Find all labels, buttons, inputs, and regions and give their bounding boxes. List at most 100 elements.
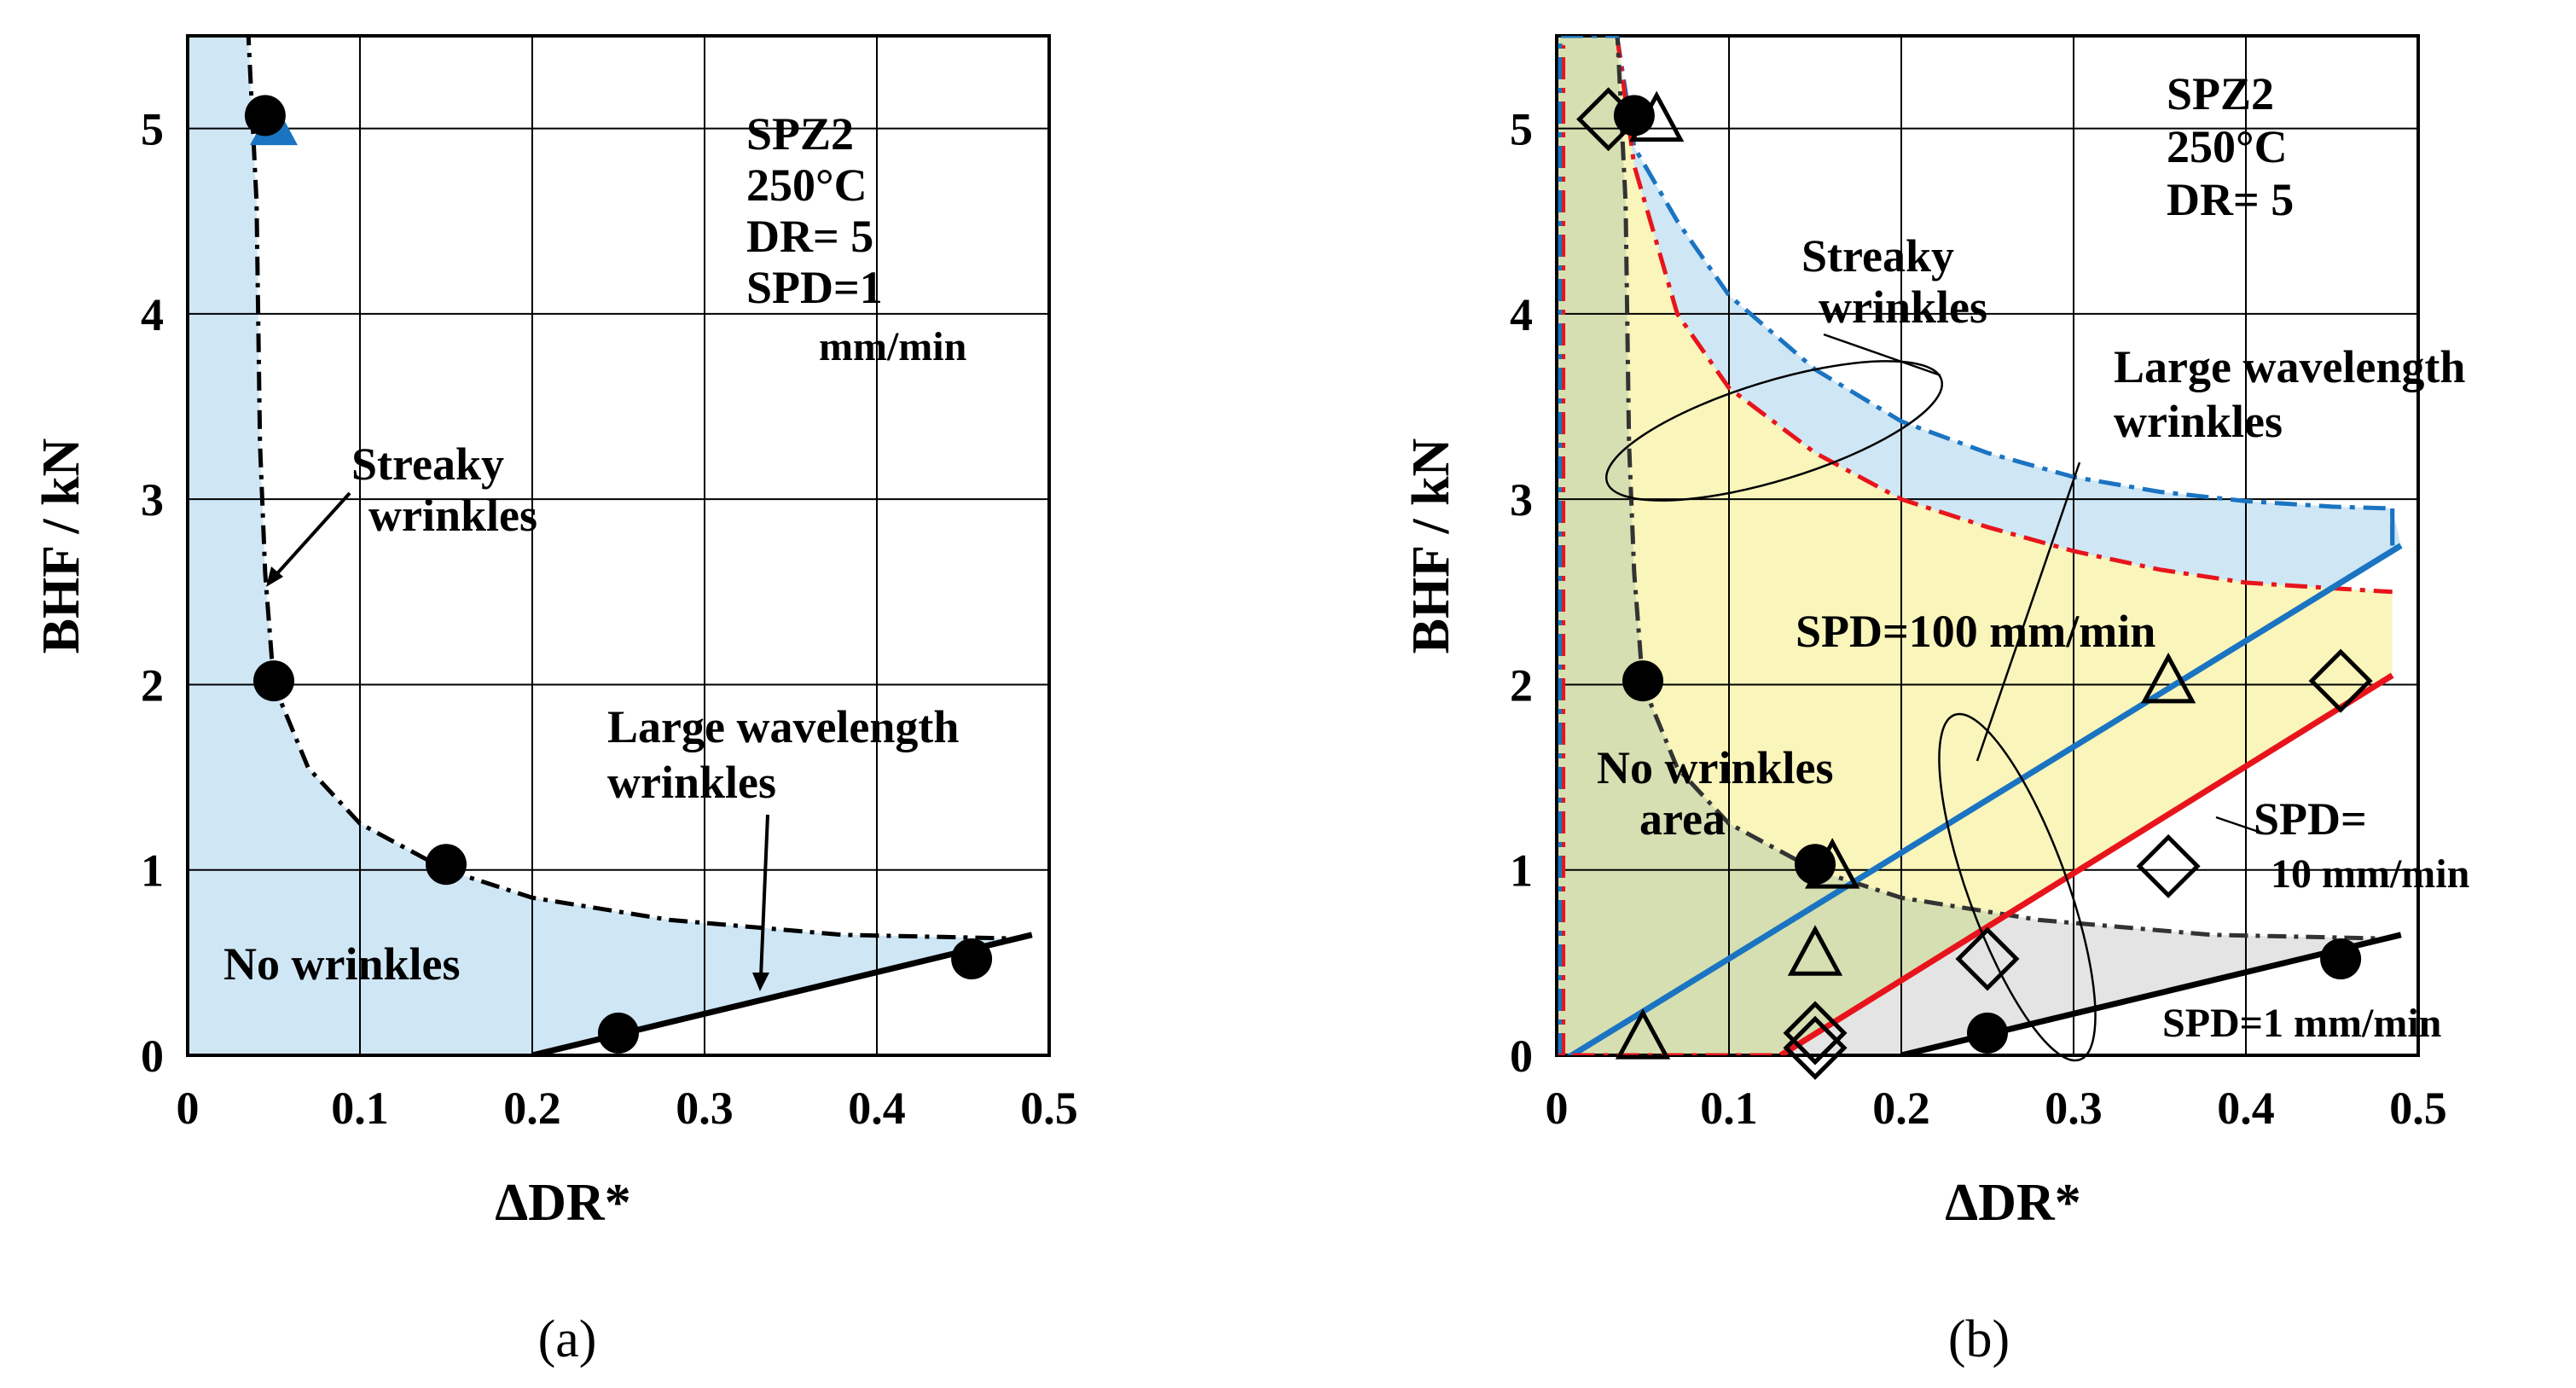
panel-b-info-line-3: DR= 5 <box>2167 174 2294 225</box>
panel-b-xlabel: ΔDR* <box>1945 1174 2080 1232</box>
panel-b-streaky-label-2: wrinkles <box>1819 282 1987 333</box>
panel-a-large-arrow <box>759 814 769 978</box>
x-tick-label: 0.1 <box>331 1083 389 1134</box>
panel-a-regions <box>188 36 1032 1055</box>
panel-a-streaky-arrow <box>270 491 351 582</box>
data-point-diamond <box>1783 1001 1848 1066</box>
panel-b-spd10-pointer <box>2215 816 2260 833</box>
data-point-circle <box>1613 95 1655 136</box>
y-tick-label: 2 <box>1510 659 1533 711</box>
panel-b-streaky-pointer <box>1823 333 1941 377</box>
data-point-circle <box>1795 844 1836 886</box>
x-tick-label: 0.2 <box>1872 1083 1930 1134</box>
y-tick-label: 0 <box>1510 1031 1533 1082</box>
panel-b-grid <box>1555 34 2420 1057</box>
data-point-triangle <box>1787 925 1843 976</box>
x-tick-label: 0 <box>1546 1083 1569 1134</box>
panel-a-large-label-2: wrinkles <box>607 757 776 808</box>
y-tick-label: 4 <box>141 289 164 340</box>
panel-a-streaky-label-1: Streaky <box>351 438 504 490</box>
y-tick-label: 3 <box>141 474 164 526</box>
x-tick-label: 0 <box>177 1083 200 1134</box>
panel-b-info-line-2: 250°C <box>2167 121 2288 172</box>
data-point-circle <box>598 1012 639 1054</box>
spd100-large-line <box>1566 543 2403 1055</box>
spd10-streaky-line <box>1615 36 2393 595</box>
panel-a-streaky-label-2: wrinkles <box>368 490 537 541</box>
panel-a-info-line-2: 250°C <box>746 160 867 211</box>
panel-b-ylabel: BHF / kN <box>1402 438 1460 654</box>
spd1-streaky-line <box>1615 36 2384 941</box>
panel-b-streaky-label-1: Streaky <box>1801 230 1954 282</box>
x-tick-label: 0.3 <box>2045 1083 2103 1134</box>
y-tick-label: 5 <box>1510 104 1533 155</box>
data-point-diamond <box>1783 1015 1848 1080</box>
data-point-circle <box>1622 660 1663 702</box>
y-tick-label: 4 <box>1510 289 1533 340</box>
data-point-diamond <box>2136 833 2201 898</box>
panel-b-spd10-label-1: SPD= <box>2254 793 2367 845</box>
data-point-circle <box>244 95 286 136</box>
data-point-diamond <box>2308 648 2373 713</box>
panel-b-streaky-ellipse <box>1604 360 1944 502</box>
data-point-circle <box>426 844 467 886</box>
data-point-triangle <box>2140 652 2196 704</box>
x-tick-label: 0.4 <box>848 1083 906 1134</box>
panel-b-ticks: 0 0.1 0.2 0.3 0.4 0.5 0 1 2 3 4 5 <box>1510 104 2447 1134</box>
y-tick-label: 5 <box>141 104 164 155</box>
panel-b-large-label-2: wrinkles <box>2114 396 2283 447</box>
panel-a-streaky-arrowhead <box>266 566 283 587</box>
panel-a-info-line-5: mm/min <box>819 324 966 369</box>
panel-a-large-label-1: Large wavelength <box>607 701 959 752</box>
y-tick-label: 1 <box>141 845 164 897</box>
panel-a: 0 0.1 0.2 0.3 0.4 0.5 0 1 2 3 4 5 ΔDR* BHF / kN SPZ… <box>32 34 1078 1368</box>
panel-b-spd100-label: SPD=100 mm/min <box>1796 606 2155 657</box>
spd100-streaky-line <box>1615 36 2395 546</box>
panel-b-info-line-1: SPZ2 <box>2167 68 2274 119</box>
y-tick-label: 3 <box>1510 474 1533 526</box>
panel-a-info-line-3: DR= 5 <box>746 211 873 262</box>
x-tick-label: 0.4 <box>2217 1083 2275 1134</box>
panel-a-markers <box>244 95 993 1054</box>
panel-b-large-label-1: Large wavelength <box>2114 341 2465 392</box>
panel-b-caption: (b) <box>1948 1310 2010 1368</box>
panel-a-ticks: 0 0.1 0.2 0.3 0.4 0.5 0 1 2 3 4 5 <box>141 104 1078 1134</box>
x-tick-label: 0.1 <box>1700 1083 1758 1134</box>
spd10-region <box>1557 36 2393 1055</box>
data-point-triangle <box>1615 1008 1671 1060</box>
panel-b-boundaries <box>1557 36 2403 1055</box>
panel-b-spd1-label: SPD=1 mm/min <box>2162 1001 2441 1046</box>
x-tick-label: 0.5 <box>2389 1083 2447 1134</box>
panel-a-no-wrinkles-label: No wrinkles <box>223 938 461 990</box>
panel-b-no-wrinkles-label-1: No wrinkles <box>1597 742 1834 793</box>
panel-a-large-arrowhead <box>752 973 769 991</box>
data-point-circle <box>1967 1012 2008 1054</box>
x-tick-label: 0.3 <box>676 1083 734 1134</box>
plot-frame <box>1555 34 2420 1057</box>
panel-b-large-pointer <box>1976 462 2081 762</box>
panel-a-grid <box>186 34 1051 1057</box>
x-tick-label: 0.5 <box>1020 1083 1078 1134</box>
panel-b-spd10-label-2: 10 mm/min <box>2271 851 2469 897</box>
panel-a-ylabel: BHF / kN <box>32 438 90 654</box>
panel-a-info-line-1: SPZ2 <box>746 108 854 160</box>
no-wrinkles-region <box>188 36 1032 1055</box>
x-tick-label: 0.2 <box>503 1083 561 1134</box>
y-tick-label: 0 <box>141 1031 164 1082</box>
plot-frame <box>186 34 1051 1057</box>
spd10-large-line <box>1778 672 2394 1055</box>
panel-b-markers <box>1576 87 2373 1080</box>
data-point-diamond <box>1955 926 2020 991</box>
y-tick-label: 2 <box>141 659 164 711</box>
panel-a-info-line-4: SPD=1 <box>746 262 883 313</box>
panel-b-large-ellipse <box>1938 712 2097 1062</box>
panel-a-xlabel: ΔDR* <box>495 1174 630 1232</box>
data-point-circle <box>2320 938 2362 980</box>
panel-a-caption: (a) <box>538 1310 597 1368</box>
streaky-boundary-line <box>246 36 1015 941</box>
data-point-circle <box>253 660 294 702</box>
panel-b-no-wrinkles-label-2: area <box>1639 793 1726 845</box>
y-tick-label: 1 <box>1510 845 1533 897</box>
data-point-circle <box>951 938 993 980</box>
